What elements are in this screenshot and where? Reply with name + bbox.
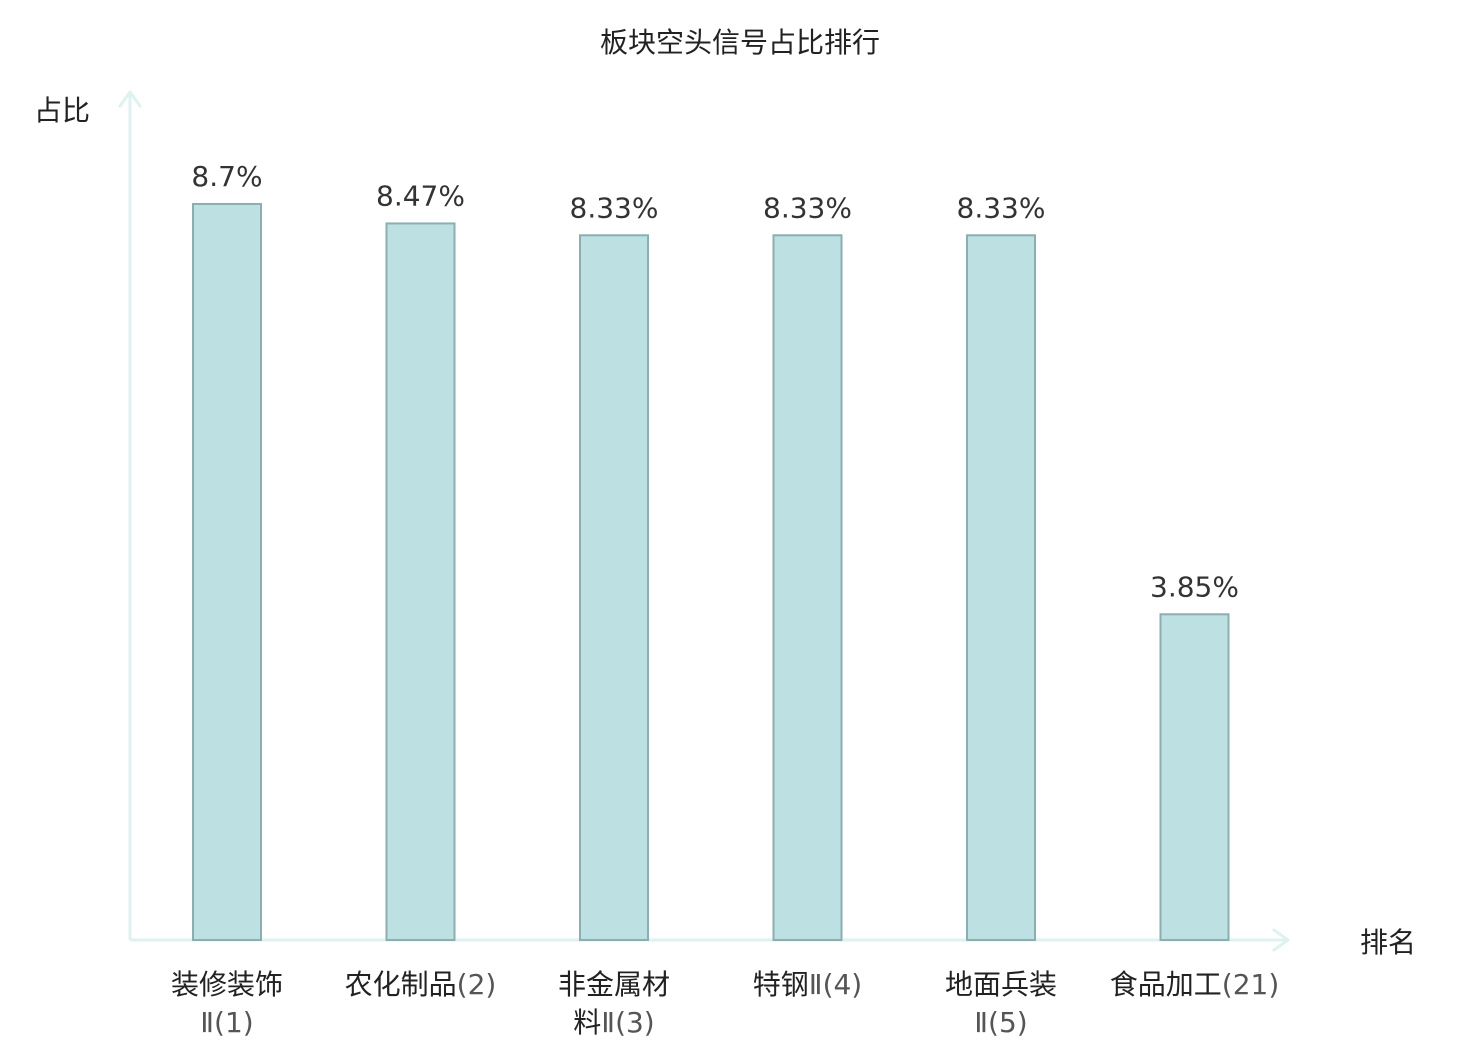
category-label-line: 料Ⅱ(3) (573, 1006, 654, 1039)
category-label: 装修装饰 Ⅱ(1) (171, 968, 283, 1039)
x-axis-arrow-icon (1272, 928, 1290, 952)
bar (192, 202, 262, 942)
bar-value-label: 8.47% (376, 179, 465, 212)
category-label: 地面兵装 Ⅱ(5) (945, 968, 1057, 1039)
bar (966, 234, 1036, 942)
category-rank: (21) (1222, 968, 1279, 1001)
category-label-line: 地面兵装 (945, 968, 1057, 1001)
category-name: 地面兵装 (945, 968, 1057, 1001)
bar (1159, 613, 1230, 941)
y-axis-arrow-icon (118, 90, 142, 108)
x-axis (130, 928, 1290, 952)
category-name: 非金属材 (558, 968, 670, 1001)
bar (385, 222, 456, 942)
category-label-line: Ⅱ(1) (200, 1006, 253, 1039)
category-rank: (2) (457, 968, 497, 1001)
category-label-line: 农化制品(2) (345, 968, 497, 1001)
value-labels: 8.7% 8.47% 8.33% 8.33% 8.33% 3.85% (191, 160, 1239, 603)
category-label: 特钢Ⅱ(4) (753, 968, 862, 1001)
category-rank: Ⅱ(1) (200, 1006, 253, 1039)
bar-series (192, 202, 1230, 942)
category-label-line: 非金属材 (558, 968, 670, 1001)
category-name: 特钢 (753, 968, 809, 1001)
category-label-line: Ⅱ(5) (974, 1006, 1027, 1039)
x-axis-title: 排名 (1360, 926, 1416, 959)
category-label-line: 装修装饰 (171, 968, 283, 1001)
category-label-line: 食品加工(21) (1110, 968, 1280, 1001)
category-name: 食品加工 (1110, 968, 1222, 1001)
category-label-line: 特钢Ⅱ(4) (753, 968, 862, 1001)
category-rank: Ⅱ(4) (809, 968, 862, 1001)
bar-value-label: 8.7% (191, 160, 262, 193)
bar-value-label: 8.33% (957, 191, 1046, 224)
category-label: 农化制品(2) (345, 968, 497, 1001)
chart-title: 板块空头信号占比排行 (600, 26, 880, 59)
category-label: 食品加工(21) (1110, 968, 1280, 1001)
bar-value-label: 3.85% (1150, 570, 1239, 603)
y-axis-title: 占比 (34, 94, 90, 127)
category-name: 农化制品 (345, 968, 457, 1001)
category-name: 料 (573, 1006, 601, 1039)
category-rank: Ⅱ(3) (601, 1006, 654, 1039)
category-name: 装修装饰 (171, 968, 283, 1001)
bar (579, 234, 649, 942)
bar (772, 234, 843, 942)
y-axis (118, 90, 142, 940)
category-rank: Ⅱ(5) (974, 1006, 1027, 1039)
bar-value-label: 8.33% (570, 191, 659, 224)
bar-value-label: 8.33% (763, 191, 852, 224)
